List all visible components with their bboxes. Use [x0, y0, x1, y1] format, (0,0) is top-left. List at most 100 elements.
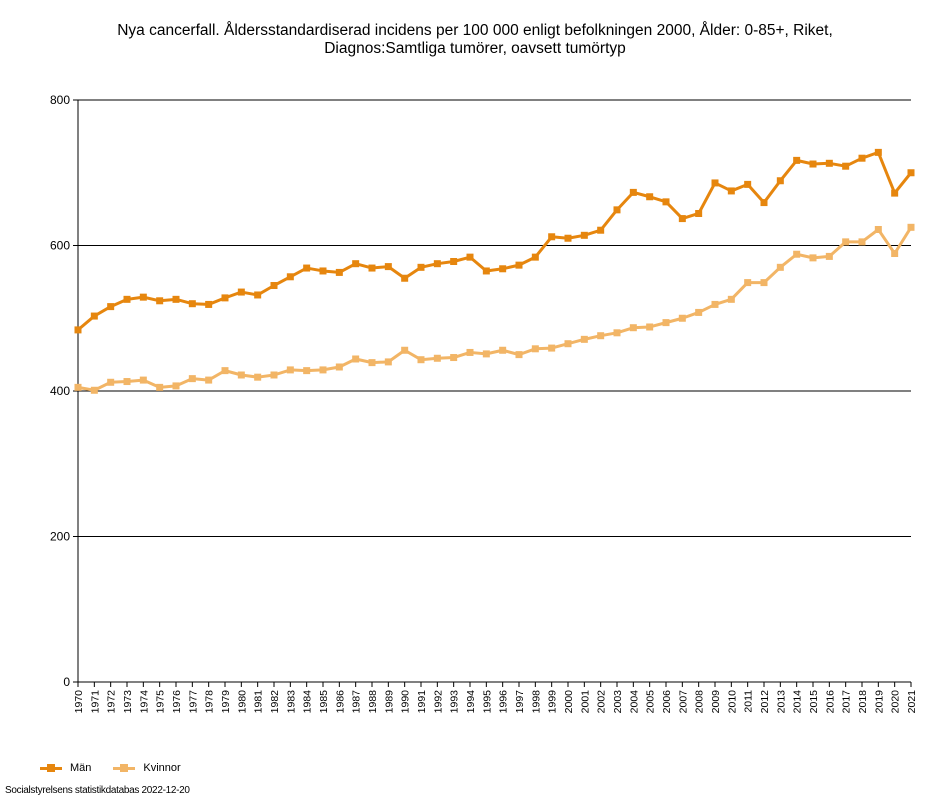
point-kvinnor-1990: [401, 346, 409, 354]
point-kvinnor-2009: [711, 300, 719, 308]
x-tick-label-1982: 1982: [269, 690, 281, 714]
legend-swatch-man: [40, 764, 62, 772]
point-män-1979: [221, 294, 229, 302]
legend-item-man[interactable]: Män: [40, 762, 91, 774]
y-tick-labels: 0 200 400 600 800: [50, 93, 70, 689]
x-tick-label-1978: 1978: [204, 690, 216, 714]
point-män-2013: [776, 177, 784, 185]
y-tick-label-800: 800: [50, 93, 70, 107]
point-män-2020: [891, 189, 899, 197]
y-tick-label-400: 400: [50, 384, 70, 398]
point-kvinnor-1973: [123, 378, 131, 386]
x-tick-label-1970: 1970: [73, 690, 85, 714]
point-män-1996: [499, 265, 507, 273]
point-män-2011: [744, 180, 752, 188]
x-tick-label-2011: 2011: [743, 690, 755, 713]
x-tick-label-2004: 2004: [628, 690, 640, 714]
point-män-2008: [695, 209, 703, 217]
point-kvinnor-1972: [107, 378, 115, 386]
point-män-1986: [335, 268, 343, 276]
x-tick-label-2021: 2021: [906, 690, 918, 714]
point-kvinnor-2018: [858, 238, 866, 246]
point-män-2006: [662, 198, 670, 206]
x-tick-label-1996: 1996: [498, 690, 510, 714]
x-tick-label-1989: 1989: [383, 690, 395, 714]
point-kvinnor-1991: [417, 356, 425, 364]
x-tick-label-1991: 1991: [416, 690, 428, 714]
point-kvinnor-2021: [907, 223, 915, 231]
x-tick-label-2018: 2018: [857, 690, 869, 714]
point-kvinnor-1994: [466, 348, 474, 356]
x-tick-label-2019: 2019: [873, 690, 885, 714]
point-kvinnor-2020: [891, 250, 899, 258]
x-tick-label-2002: 2002: [596, 690, 608, 714]
point-män-2007: [678, 215, 686, 223]
point-kvinnor-2001: [580, 335, 588, 343]
x-tick-label-1972: 1972: [106, 690, 118, 714]
point-män-1999: [548, 233, 556, 241]
x-tick-label-1990: 1990: [400, 690, 412, 714]
x-tick-label-2017: 2017: [841, 690, 853, 714]
point-kvinnor-1981: [254, 373, 262, 381]
point-kvinnor-1984: [303, 367, 311, 375]
x-tick-label-1986: 1986: [334, 690, 346, 714]
point-kvinnor-1987: [352, 355, 360, 363]
point-kvinnor-1988: [368, 359, 376, 367]
x-tick-label-1992: 1992: [432, 690, 444, 714]
x-tick-label-1999: 1999: [547, 690, 559, 714]
axes: [73, 99, 912, 687]
x-tick-label-1985: 1985: [318, 690, 330, 714]
point-män-1973: [123, 295, 131, 303]
x-tick-label-1994: 1994: [465, 690, 477, 714]
point-kvinnor-2007: [678, 314, 686, 322]
x-tick-label-1974: 1974: [138, 690, 150, 714]
point-kvinnor-1986: [335, 363, 343, 371]
point-kvinnor-2003: [613, 329, 621, 337]
point-kvinnor-2015: [809, 254, 817, 262]
point-kvinnor-1978: [205, 376, 213, 384]
point-män-1988: [368, 264, 376, 272]
point-män-1987: [352, 260, 360, 268]
point-kvinnor-1993: [450, 354, 458, 362]
legend-swatch-kvinnor: [113, 764, 136, 772]
x-tick-label-2020: 2020: [890, 690, 902, 714]
point-män-1984: [303, 264, 311, 272]
x-tick-label-1987: 1987: [351, 690, 363, 714]
point-män-1985: [319, 267, 327, 275]
point-män-2005: [646, 193, 654, 201]
point-män-2018: [858, 154, 866, 162]
series-line-kvinnor: [77, 226, 913, 392]
x-tick-label-1998: 1998: [530, 690, 542, 714]
x-tick-label-2003: 2003: [612, 690, 624, 714]
point-män-2012: [760, 199, 768, 207]
x-tick-label-2015: 2015: [808, 690, 820, 714]
point-män-1998: [531, 253, 539, 261]
point-män-1971: [90, 312, 98, 320]
point-män-1982: [270, 282, 278, 290]
point-kvinnor-1995: [482, 350, 490, 358]
point-män-1981: [254, 291, 262, 299]
point-män-1972: [107, 303, 115, 311]
point-män-1997: [515, 261, 523, 269]
point-kvinnor-2016: [825, 252, 833, 260]
point-kvinnor-2013: [776, 263, 784, 271]
point-kvinnor-2006: [662, 319, 670, 327]
legend-item-kvinnor[interactable]: Kvinnor: [113, 762, 181, 774]
point-kvinnor-1970: [74, 383, 82, 391]
point-män-2015: [809, 160, 817, 168]
chart-title-line-2: Diagnos:Samtliga tumörer, oavsett tumört…: [324, 40, 626, 57]
point-män-1983: [286, 273, 294, 281]
point-män-2009: [711, 179, 719, 187]
point-män-2016: [825, 159, 833, 167]
grid-lines: [78, 99, 911, 537]
point-män-2014: [793, 156, 801, 164]
point-män-2004: [629, 188, 637, 196]
point-kvinnor-2005: [646, 323, 654, 331]
point-män-2019: [874, 148, 882, 156]
x-tick-label-2009: 2009: [710, 690, 722, 714]
point-kvinnor-1985: [319, 366, 327, 374]
x-tick-label-1980: 1980: [236, 690, 248, 714]
point-kvinnor-2008: [695, 308, 703, 316]
x-tick-label-2001: 2001: [579, 690, 591, 714]
